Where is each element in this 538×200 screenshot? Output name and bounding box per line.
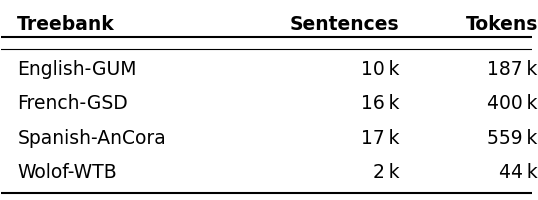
Text: 17 k: 17 k	[361, 129, 400, 148]
Text: 16 k: 16 k	[361, 94, 400, 113]
Text: French-GSD: French-GSD	[17, 94, 128, 113]
Text: Tokens: Tokens	[465, 15, 538, 34]
Text: 10 k: 10 k	[361, 60, 400, 79]
Text: 187 k: 187 k	[487, 60, 538, 79]
Text: Treebank: Treebank	[17, 15, 115, 34]
Text: Spanish-AnCora: Spanish-AnCora	[17, 129, 166, 148]
Text: 559 k: 559 k	[487, 129, 538, 148]
Text: 400 k: 400 k	[487, 94, 538, 113]
Text: Wolof-WTB: Wolof-WTB	[17, 163, 117, 182]
Text: 2 k: 2 k	[373, 163, 400, 182]
Text: 44 k: 44 k	[499, 163, 538, 182]
Text: English-GUM: English-GUM	[17, 60, 137, 79]
Text: Sentences: Sentences	[290, 15, 400, 34]
